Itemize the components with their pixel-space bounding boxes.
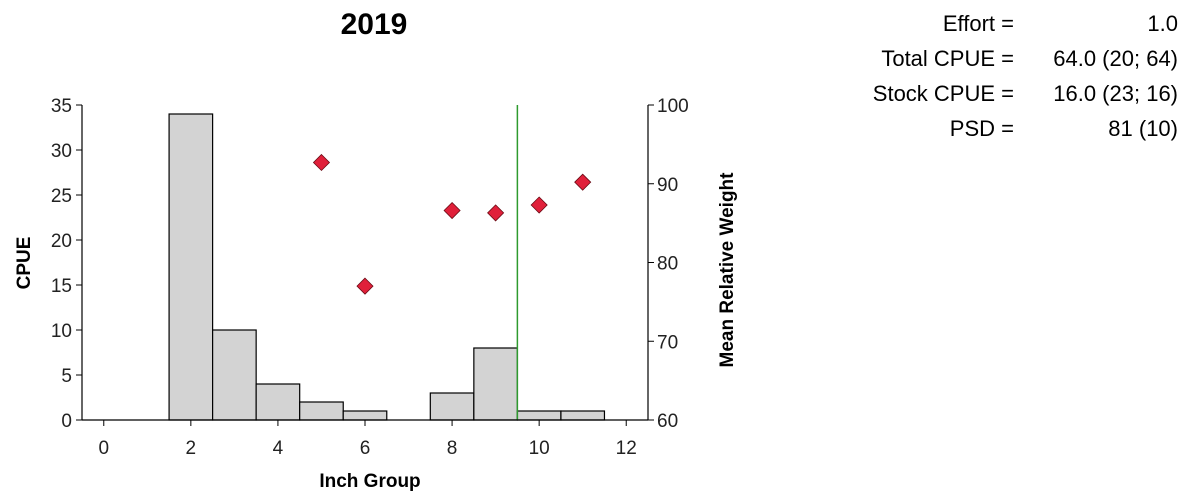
cpue-bar: [516, 410, 562, 421]
x-tick-label: 12: [616, 438, 637, 459]
relative-weight-marker: [487, 204, 505, 222]
relative-weight-marker: [312, 153, 331, 172]
y-tick-label: 20: [51, 231, 72, 252]
y-tick-label: 5: [61, 366, 72, 387]
relative-weight-marker: [356, 277, 374, 295]
stat-value: 64.0 (20; 64): [1053, 46, 1178, 71]
stat-value: 1.0: [1147, 11, 1178, 36]
stat-row-stock-cpue: Stock CPUE = 16.0 (23; 16): [800, 76, 1178, 111]
x-tick-label: 10: [529, 438, 550, 459]
y-tick-label: 10: [51, 321, 72, 342]
chart: 2019 0 2 4 6 8 10 120510152025303560708090100 …: [14, 8, 738, 492]
chart-title: 2019: [341, 8, 408, 41]
y-tick-label: 25: [51, 186, 72, 207]
relative-weight-marker: [443, 201, 461, 220]
x-tick-label: 6: [360, 438, 371, 459]
stat-row-psd: PSD = 81 (10): [800, 111, 1178, 146]
stat-label: Effort =: [942, 11, 1014, 36]
y2-tick-label: 90: [657, 175, 678, 196]
cpue-bar: [473, 347, 518, 421]
y2-tick-label: 70: [657, 332, 678, 353]
y-axis-label: CPUE: [14, 237, 35, 290]
stat-value: 16.0 (23; 16): [1053, 81, 1178, 106]
cpue-bar: [342, 410, 388, 421]
x-tick-label: 2: [186, 438, 197, 459]
y-tick-label: 0: [61, 411, 72, 432]
y-tick-label: 30: [51, 141, 72, 162]
y2-tick-label: 80: [657, 254, 678, 275]
relative-weight-marker: [574, 173, 592, 191]
cpue-bar: [255, 383, 301, 421]
y-tick-label: 15: [51, 276, 72, 297]
x-axis-label: Inch Group: [319, 471, 420, 492]
x-tick-label: 8: [447, 438, 458, 459]
axes: [81, 105, 649, 421]
x-tick-label: 4: [273, 438, 284, 459]
cpue-bar: [429, 392, 475, 421]
y2-axis-label: Mean Relative Weight: [717, 172, 738, 368]
x-tick-label: 0: [98, 438, 109, 459]
stat-value: 81 (10): [1108, 116, 1178, 141]
relative-weight-markers: [312, 153, 592, 295]
stat-row-total-cpue: Total CPUE = 64.0 (20; 64): [800, 41, 1178, 76]
bars: [168, 113, 606, 421]
relative-weight-marker: [530, 196, 548, 214]
cpue-bar: [560, 410, 606, 421]
stat-label: Stock CPUE =: [872, 81, 1014, 106]
ticks: 0 2 4 6 8 10 12 0 5 10 15 20 25 30 35 60 70 80 90 100: [51, 96, 689, 459]
y-tick-label: 35: [51, 96, 72, 117]
stats-panel: Effort = 1.0 Total CPUE = 64.0 (20; 64) …: [800, 6, 1178, 146]
cpue-bar: [212, 329, 257, 421]
cpue-bar: [168, 113, 214, 421]
stat-row-effort: Effort = 1.0: [800, 6, 1178, 41]
cpue-bar: [299, 401, 344, 421]
stat-label: PSD =: [949, 116, 1014, 141]
y2-tick-label: 60: [657, 411, 678, 432]
stat-label: Total CPUE =: [881, 46, 1014, 71]
y2-tick-label: 100: [657, 96, 689, 117]
